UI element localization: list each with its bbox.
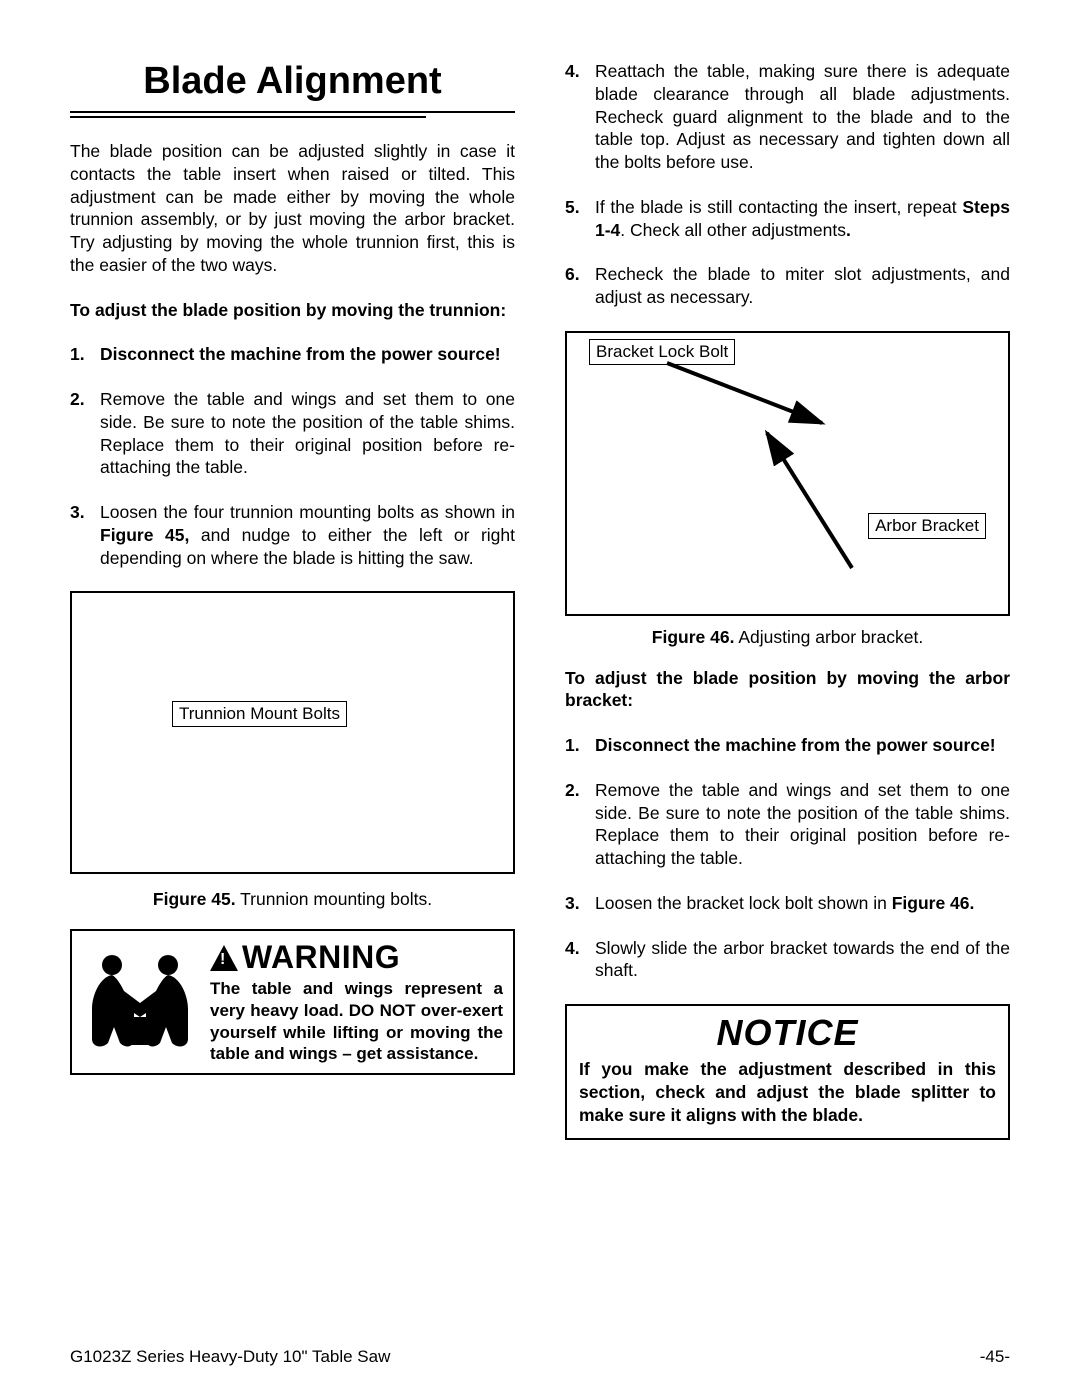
right-steps-bottom: 1. Disconnect the machine from the power… [565,734,1010,982]
arrow-line-1 [667,363,822,423]
right-step-4: 4. Reattach the table, making sure there… [565,60,1010,174]
arrow-line-2 [767,433,852,568]
left-step-1: 1. Disconnect the machine from the power… [70,343,515,366]
intro-paragraph: The blade position can be adjusted sligh… [70,140,515,277]
right-steps-top: 4. Reattach the table, making sure there… [565,60,1010,309]
figure-46: Bracket Lock Bolt Arbor Bracket [565,331,1010,616]
fig46-arrow-1 [567,333,1007,618]
title-rule-2 [70,116,426,118]
lifting-icon [80,939,200,1065]
footer-left: G1023Z Series Heavy-Duty 10" Table Saw [70,1347,390,1367]
footer-right: -45- [980,1347,1010,1367]
left-step-2: 2. Remove the table and wings and set th… [70,388,515,479]
right-step-b4: 4. Slowly slide the arbor bracket toward… [565,937,1010,983]
title-rule-1 [70,111,515,113]
left-subhead: To adjust the blade position by moving t… [70,299,515,322]
right-step-b1: 1. Disconnect the machine from the power… [565,734,1010,757]
warning-header: WARNING [210,939,503,976]
page-footer: G1023Z Series Heavy-Duty 10" Table Saw -… [70,1347,1010,1367]
warning-body: The table and wings represent a very hea… [210,978,503,1065]
page-title: Blade Alignment [70,60,515,103]
notice-body: If you make the adjustment described in … [579,1058,996,1126]
notice-title: NOTICE [579,1012,996,1054]
right-column: 4. Reattach the table, making sure there… [565,60,1010,1140]
fig45-label: Trunnion Mount Bolts [172,701,347,727]
figure-45: Trunnion Mount Bolts [70,591,515,874]
right-step-b3: 3. Loosen the bracket lock bolt shown in… [565,892,1010,915]
notice-box: NOTICE If you make the adjustment descri… [565,1004,1010,1140]
fig46-caption: Figure 46. Adjusting arbor bracket. [565,626,1010,649]
right-step-5: 5. If the blade is still contacting the … [565,196,1010,242]
left-steps: 1. Disconnect the machine from the power… [70,343,515,569]
right-step-b2: 2. Remove the table and wings and set th… [565,779,1010,870]
fig45-caption: Figure 45. Trunnion mounting bolts. [70,888,515,911]
warning-box: WARNING The table and wings represent a … [70,929,515,1075]
left-column: Blade Alignment The blade position can b… [70,60,515,1140]
right-subhead: To adjust the blade position by moving t… [565,667,1010,713]
left-step-3: 3. Loosen the four trunnion mounting bol… [70,501,515,569]
warning-triangle-icon [210,945,238,971]
warning-title: WARNING [242,939,400,976]
right-step-6: 6. Recheck the blade to miter slot adjus… [565,263,1010,309]
